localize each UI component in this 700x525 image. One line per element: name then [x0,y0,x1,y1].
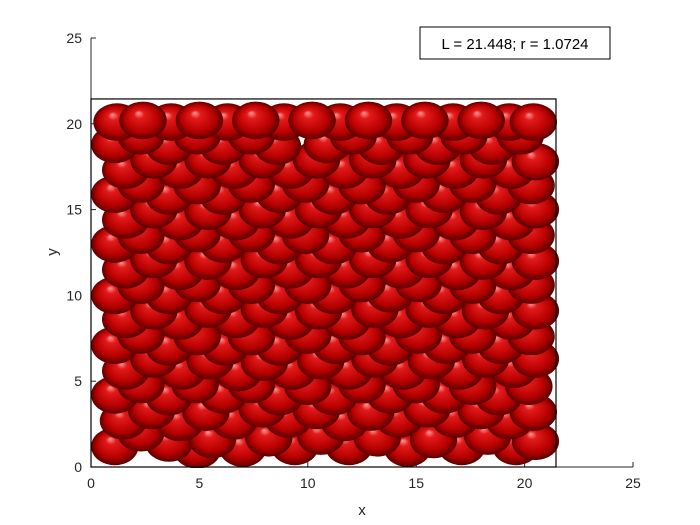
y-tick-label: 25 [66,30,82,46]
y-tick-label: 5 [74,373,82,389]
particle-sphere [457,101,505,140]
x-tick-label: 25 [625,475,641,491]
y-tick-label: 15 [66,202,82,218]
x-tick-label: 5 [196,475,204,491]
particle-sphere [119,101,167,140]
tick-labels: 0 5 10 15 20 25 0 5 10 15 20 25 [66,30,641,491]
simulation-box [90,98,557,468]
x-tick-label: 0 [87,475,95,491]
x-tick-label: 15 [408,475,424,491]
x-tick-label: 10 [300,475,316,491]
particle-sphere [401,101,449,140]
particle-sphere [232,101,280,140]
particle-sphere [344,101,393,140]
y-tick-label: 0 [74,459,82,475]
y-tick-label: 10 [66,287,82,303]
particle-layer [91,101,560,468]
x-tick-label: 20 [517,475,533,491]
particle-sphere [509,103,557,141]
annotation-legend: L = 21.448; r = 1.0724 [419,26,611,60]
y-tick-label: 20 [66,116,82,132]
annotation-text: L = 21.448; r = 1.0724 [441,36,588,53]
particle-sphere [175,101,224,140]
y-axis-label: y [44,248,61,256]
particle-sphere [288,101,336,140]
x-axis-label: x [358,502,366,519]
annotation-box [419,26,611,60]
